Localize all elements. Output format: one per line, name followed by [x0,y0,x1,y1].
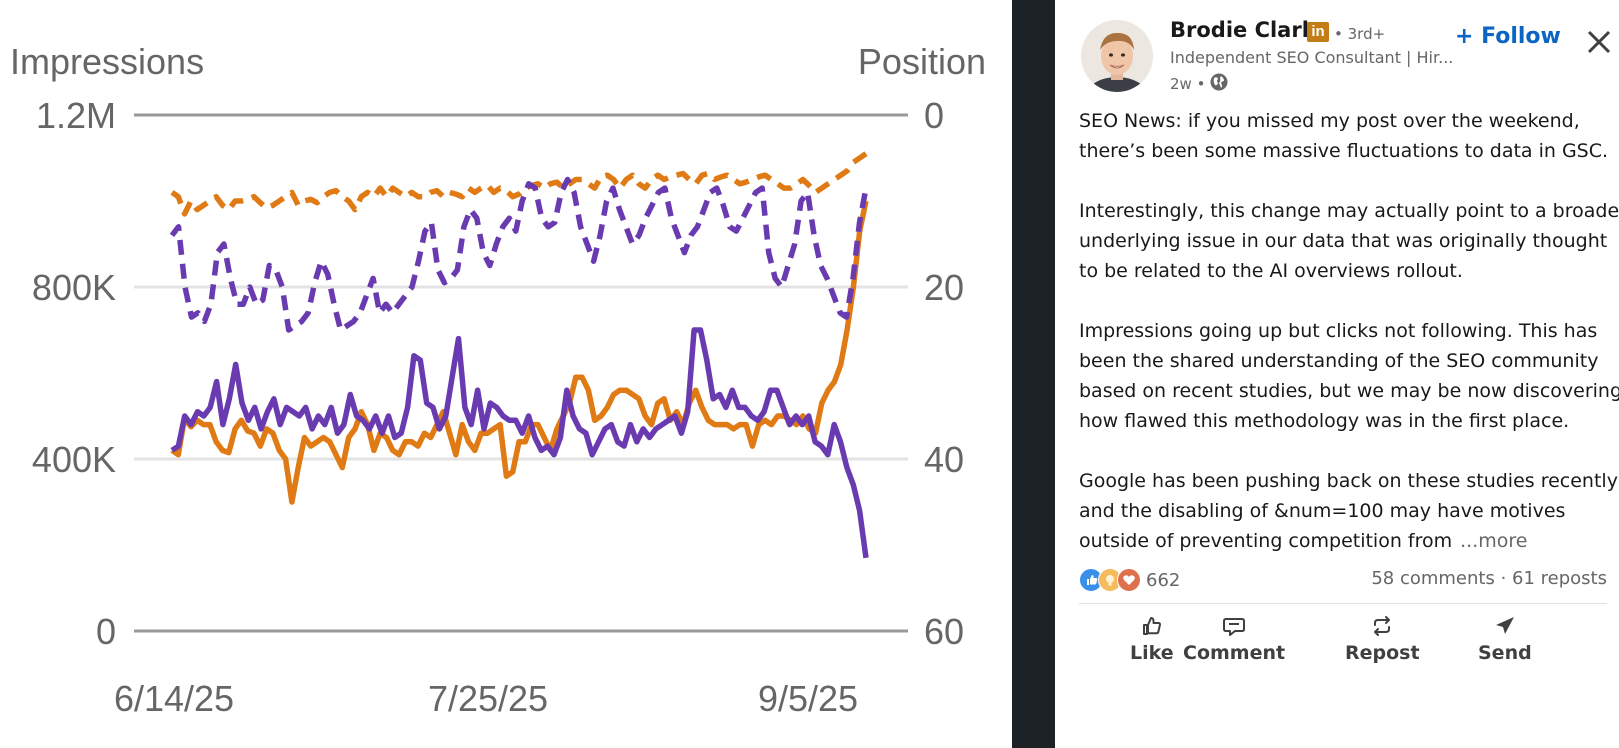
post-paragraph-2: Interestingly, this change may actually … [1079,200,1619,282]
right-tick-label: 40 [924,439,964,480]
post-paragraph-1: SEO News: if you missed my post over the… [1079,110,1609,162]
chart-svg: Impressions Position 1.2M 0 800K 20 400K 40 0 60 6… [10,41,986,719]
post-time: 2w • [1170,75,1206,93]
reposts-count-link[interactable]: 61 reposts [1512,568,1607,589]
send-button[interactable]: Send [1478,614,1532,664]
like-button[interactable]: Like [1130,614,1174,664]
follow-button[interactable]: + Follow [1455,24,1561,49]
connection-degree: • 3rd+ [1334,25,1386,43]
linkedin-premium-badge: in [1307,22,1329,42]
author-name[interactable]: Brodie Clark [1170,18,1316,42]
author-avatar[interactable] [1081,20,1153,92]
x-tick-label: 6/14/25 [114,678,234,719]
send-icon [1495,617,1514,634]
series-line-1 [170,327,869,559]
comment-label: Comment [1183,642,1286,664]
right-axis-title: Position [858,41,986,82]
left-tick-label: 1.2M [36,95,116,136]
post-body: SEO News: if you missed my post over the… [1079,106,1619,556]
post-paragraph-4: Google has been pushing back on these st… [1079,470,1618,552]
post-paragraph-3: Impressions going up but clicks not foll… [1079,320,1619,432]
series-line-2 [170,151,868,217]
author-headline: Independent SEO Consultant | Hir... [1170,48,1454,67]
comment-button[interactable]: Comment [1183,614,1285,664]
comment-icon [1223,618,1246,636]
series-line-3 [169,176,869,333]
post-panel: Brodie Clark in • 3rd+ Independent SEO C… [1055,0,1619,748]
right-tick-label: 0 [924,95,944,136]
dark-divider-strip [1012,0,1055,748]
reactions-summary[interactable]: 662 [1079,568,1180,592]
repost-label: Repost [1345,642,1420,664]
x-tick-label: 7/25/25 [428,678,548,719]
right-tick-label: 20 [924,267,964,308]
post-stats: 58 comments · 61 reposts [1371,568,1607,589]
love-reaction-icon [1117,568,1141,592]
right-tick-label: 60 [924,611,964,652]
send-label: Send [1478,642,1532,664]
like-label: Like [1130,642,1174,664]
repost-icon [1374,616,1391,636]
actions-divider [1079,603,1607,604]
left-axis-title: Impressions [10,41,204,82]
repost-button[interactable]: Repost [1345,614,1420,664]
close-icon[interactable] [1585,28,1613,56]
left-tick-label: 0 [96,611,116,652]
stats-separator: · [1494,568,1513,589]
post-meta: 2w • [1170,72,1229,96]
series-line-0 [170,200,869,505]
left-tick-label: 800K [32,267,116,308]
reaction-count: 662 [1146,569,1181,591]
x-tick-label: 9/5/25 [758,678,858,719]
globe-icon [1209,72,1229,96]
comments-count-link[interactable]: 58 comments [1371,568,1495,589]
see-more-link[interactable]: ...more [1460,530,1528,552]
like-icon [1142,617,1161,635]
left-tick-label: 400K [32,439,116,480]
chart-panel: Impressions Position 1.2M 0 800K 20 400K 40 0 60 6… [10,41,986,719]
